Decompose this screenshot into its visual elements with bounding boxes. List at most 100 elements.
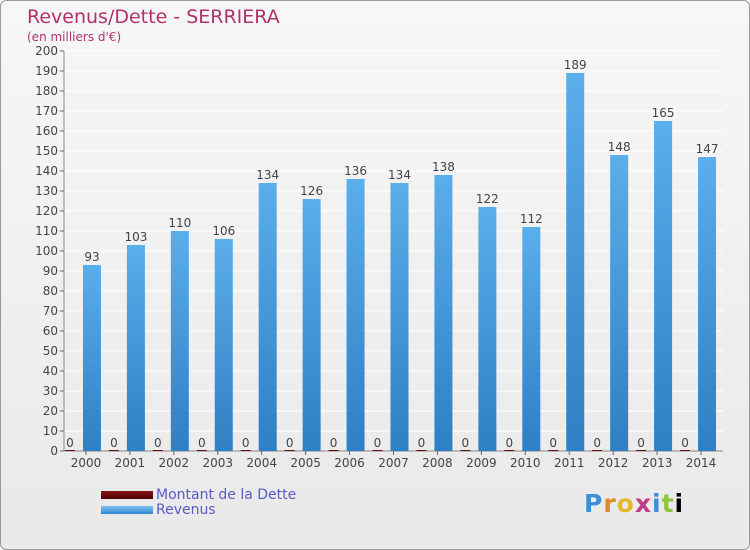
data-label-revenus: 106 [212, 224, 235, 238]
bar-dette [504, 450, 515, 451]
bar-dette [64, 450, 75, 451]
data-label-revenus: 103 [124, 230, 147, 244]
bar-dette [416, 450, 427, 451]
y-tick-label: 20 [43, 404, 58, 418]
data-label-revenus: 189 [564, 58, 587, 72]
bar-revenus [302, 199, 321, 451]
y-tick-label: 10 [43, 424, 58, 438]
bar-revenus [170, 231, 189, 451]
bar-revenus [566, 73, 585, 451]
y-tick-label: 80 [43, 284, 58, 298]
x-tick-label: 2013 [642, 456, 673, 470]
legend-swatch-revenus [101, 506, 153, 514]
data-label-revenus: 126 [300, 184, 323, 198]
y-tick-label: 150 [35, 144, 58, 158]
bar-dette [196, 450, 207, 451]
data-label-dette: 0 [286, 436, 294, 450]
axes: 0 10 20 30 40 50 60 70 80 90 100 110 120 130 140 150 160… [35, 44, 723, 470]
bar-revenus [522, 227, 541, 451]
bar-revenus [126, 245, 145, 451]
y-tick-label: 30 [43, 384, 58, 398]
bar-revenus [390, 183, 409, 451]
bar-revenus [654, 121, 673, 451]
bar-revenus [434, 175, 453, 451]
data-label-dette: 0 [330, 436, 338, 450]
bar-marks: 0 93 0 103 0 110 0 106 0 134 0 126 0 136 0 134 0 138 0 122 0… [64, 58, 719, 451]
data-label-dette: 0 [198, 436, 206, 450]
x-tick-label: 2003 [202, 456, 233, 470]
data-label-revenus: 136 [344, 164, 367, 178]
x-tick-label: 2006 [334, 456, 365, 470]
y-tick-label: 200 [35, 44, 58, 58]
data-label-revenus: 165 [652, 106, 675, 120]
bar-revenus [214, 239, 233, 451]
data-label-dette: 0 [462, 436, 470, 450]
bar-dette [240, 450, 251, 451]
data-label-dette: 0 [681, 436, 689, 450]
legend-swatch-dette [101, 491, 153, 499]
bar-dette [460, 450, 471, 451]
legend-label-revenus: Revenus [156, 502, 216, 518]
x-tick-label: 2009 [466, 456, 497, 470]
data-label-dette: 0 [418, 436, 426, 450]
bar-revenus [82, 265, 101, 451]
bar-dette [328, 450, 339, 451]
data-label-revenus: 134 [388, 168, 411, 182]
proxiti-logo: Proxiti [584, 489, 685, 518]
data-label-revenus: 93 [84, 250, 99, 264]
data-label-revenus: 134 [256, 168, 279, 182]
y-tick-label: 60 [43, 324, 58, 338]
x-tick-label: 2005 [290, 456, 321, 470]
bar-revenus [346, 179, 365, 451]
x-tick-label: 2012 [598, 456, 629, 470]
y-tick-label: 90 [43, 264, 58, 278]
y-tick-label: 50 [43, 344, 58, 358]
y-tick-label: 110 [35, 224, 58, 238]
bar-revenus [610, 155, 629, 451]
data-label-dette: 0 [549, 436, 557, 450]
data-label-dette: 0 [637, 436, 645, 450]
x-tick-label: 2001 [115, 456, 146, 470]
data-label-dette: 0 [242, 436, 250, 450]
y-tick-label: 160 [35, 124, 58, 138]
y-tick-label: 40 [43, 364, 58, 378]
y-tick-label: 130 [35, 184, 58, 198]
data-label-dette: 0 [374, 436, 382, 450]
data-label-revenus: 148 [608, 140, 631, 154]
y-tick-label: 180 [35, 84, 58, 98]
x-tick-label: 2007 [378, 456, 409, 470]
bar-dette [108, 450, 119, 451]
x-tick-label: 2008 [422, 456, 453, 470]
bar-revenus [698, 157, 717, 451]
data-label-revenus: 112 [520, 212, 543, 226]
data-label-revenus: 147 [696, 142, 719, 156]
data-label-revenus: 122 [476, 192, 499, 206]
x-tick-label: 2000 [71, 456, 102, 470]
y-tick-label: 140 [35, 164, 58, 178]
data-label-dette: 0 [505, 436, 513, 450]
bar-dette [592, 450, 603, 451]
bar-dette [636, 450, 647, 451]
x-tick-label: 2004 [246, 456, 277, 470]
y-tick-label: 190 [35, 64, 58, 78]
data-label-dette: 0 [593, 436, 601, 450]
data-label-revenus: 138 [432, 160, 455, 174]
bar-dette [548, 450, 559, 451]
x-tick-label: 2011 [554, 456, 585, 470]
bar-revenus [478, 207, 497, 451]
x-tick-label: 2014 [686, 456, 717, 470]
x-tick-label: 2002 [159, 456, 190, 470]
x-tick-label: 2010 [510, 456, 541, 470]
chart-subtitle: (en milliers d'€) [27, 30, 122, 44]
bar-dette [372, 450, 383, 451]
data-label-dette: 0 [154, 436, 162, 450]
data-label-revenus: 110 [168, 216, 191, 230]
y-tick-label: 120 [35, 204, 58, 218]
bar-dette [680, 450, 691, 451]
bar-revenus [258, 183, 277, 451]
y-tick-label: 100 [35, 244, 58, 258]
y-tick-label: 0 [50, 444, 58, 458]
y-tick-label: 70 [43, 304, 58, 318]
